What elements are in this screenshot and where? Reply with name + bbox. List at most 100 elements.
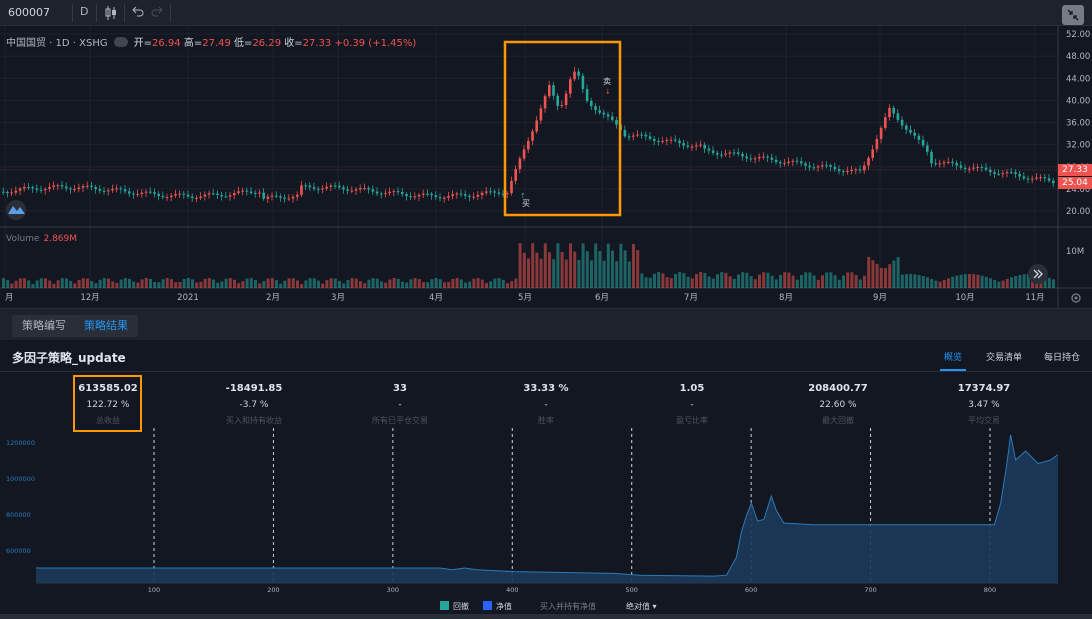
candle-body <box>464 194 467 196</box>
candle-body <box>976 166 979 168</box>
volume-tick-label: 10M <box>1066 247 1084 257</box>
candle-body <box>485 191 488 193</box>
volume-bar <box>590 260 593 288</box>
volume-bar <box>522 252 526 288</box>
candle-body <box>388 191 391 194</box>
candle-body <box>770 157 774 160</box>
volume-bar <box>745 272 749 288</box>
candle-body <box>867 157 870 166</box>
candle-body <box>888 107 891 118</box>
candle-body <box>959 165 963 168</box>
equity-x-tick: 400 <box>506 586 518 594</box>
volume-bar <box>60 278 64 288</box>
series-title[interactable]: 中国国贸 · 1D · XSHG <box>6 38 108 49</box>
legend-equity[interactable]: 净值 <box>483 601 512 612</box>
candle-body <box>77 187 81 190</box>
candle-body <box>590 100 593 107</box>
absolute-value-dropdown[interactable]: 绝对值 ▾ <box>626 602 657 611</box>
candle-body <box>195 198 198 200</box>
candle-body <box>94 186 97 190</box>
time-tick-label: 10月 <box>955 293 974 303</box>
candle-body <box>598 110 601 113</box>
volume-bar <box>783 272 787 288</box>
volume-bar <box>254 279 257 288</box>
volume-bar <box>438 279 442 288</box>
candle-body <box>258 192 261 194</box>
candle-body <box>564 93 568 106</box>
volume-bar <box>107 278 110 288</box>
volume-bar <box>611 250 614 288</box>
volume-bar <box>6 280 10 288</box>
candle-body <box>690 146 694 148</box>
candle-body <box>216 193 219 195</box>
candle-body <box>199 196 202 199</box>
candle-body <box>674 139 677 141</box>
candle-body <box>447 196 450 198</box>
candle-body <box>191 196 194 199</box>
equity-y-tick: 1200000 <box>6 439 35 447</box>
volume-bar <box>56 280 60 288</box>
volume-bar <box>233 279 236 288</box>
volume-bar <box>758 274 761 288</box>
candle-body <box>430 193 433 196</box>
collapse-icon[interactable] <box>1062 5 1084 25</box>
tab-strategy-edit[interactable]: 策略编写 <box>12 315 76 337</box>
symbol-search[interactable]: 600007 <box>8 6 50 19</box>
volume-bar <box>808 272 812 288</box>
volume-bar <box>951 276 955 288</box>
interval-button[interactable]: D <box>80 5 89 18</box>
volume-bar <box>984 276 988 288</box>
tab-strategy-result[interactable]: 策略结果 <box>74 315 138 337</box>
candle-body <box>791 160 795 162</box>
candle-body <box>480 192 484 196</box>
candle-body <box>434 195 438 198</box>
candle-body <box>287 198 291 200</box>
candle-body <box>947 161 950 163</box>
eye-icon[interactable] <box>113 36 128 47</box>
volume-bar <box>140 279 144 288</box>
tab-trade-list[interactable]: 交易清单 <box>986 353 1023 363</box>
volume-bar <box>556 243 560 288</box>
candle-body <box>871 149 874 158</box>
time-tick-label: 12月 <box>80 293 99 303</box>
price-chart[interactable]: 52.0048.0044.0040.0036.0032.0028.0024.00… <box>0 26 1092 308</box>
undo-icon[interactable] <box>131 5 145 21</box>
volume-bar <box>476 278 480 288</box>
volume-bar <box>976 274 980 288</box>
volume-bar <box>325 280 329 288</box>
candle-body <box>842 171 845 173</box>
volume-bar <box>989 278 992 288</box>
candle-body <box>926 145 929 152</box>
volume-bar <box>81 278 85 288</box>
volume-bar <box>833 275 837 288</box>
candle-body <box>636 134 639 136</box>
candle-body <box>401 192 404 195</box>
volume-bar <box>552 259 556 288</box>
candle-body <box>233 193 236 196</box>
candle-body <box>942 162 946 164</box>
legend-buy-hold[interactable]: 买入并持有净值 <box>540 602 596 611</box>
redo-icon[interactable] <box>150 5 164 21</box>
volume-bar <box>308 278 312 288</box>
candle-body <box>993 172 996 174</box>
tab-daily-positions[interactable]: 每日持仓 <box>1044 353 1081 363</box>
stat-win-rate: 33.33 % - 胜率 <box>523 383 569 425</box>
volume-bar <box>203 278 207 288</box>
candle-body <box>279 196 282 198</box>
candle-body <box>892 107 895 114</box>
volume-bar <box>934 280 938 288</box>
volume-bar <box>913 274 917 288</box>
candle-body <box>594 106 597 111</box>
top-toolbar: 600007 D <box>0 0 1092 26</box>
candle-body <box>329 185 333 187</box>
candle-body <box>23 187 26 189</box>
candle-body <box>468 195 471 197</box>
candlestick-icon[interactable] <box>104 5 118 21</box>
candle-body <box>1035 177 1038 179</box>
legend-drawdown[interactable]: 回撤 <box>440 601 469 612</box>
candle-body <box>493 191 496 193</box>
volume-bar <box>598 250 602 288</box>
tab-overview[interactable]: 概览 <box>944 353 963 363</box>
candle-body <box>262 192 265 199</box>
candle-body <box>930 151 933 164</box>
